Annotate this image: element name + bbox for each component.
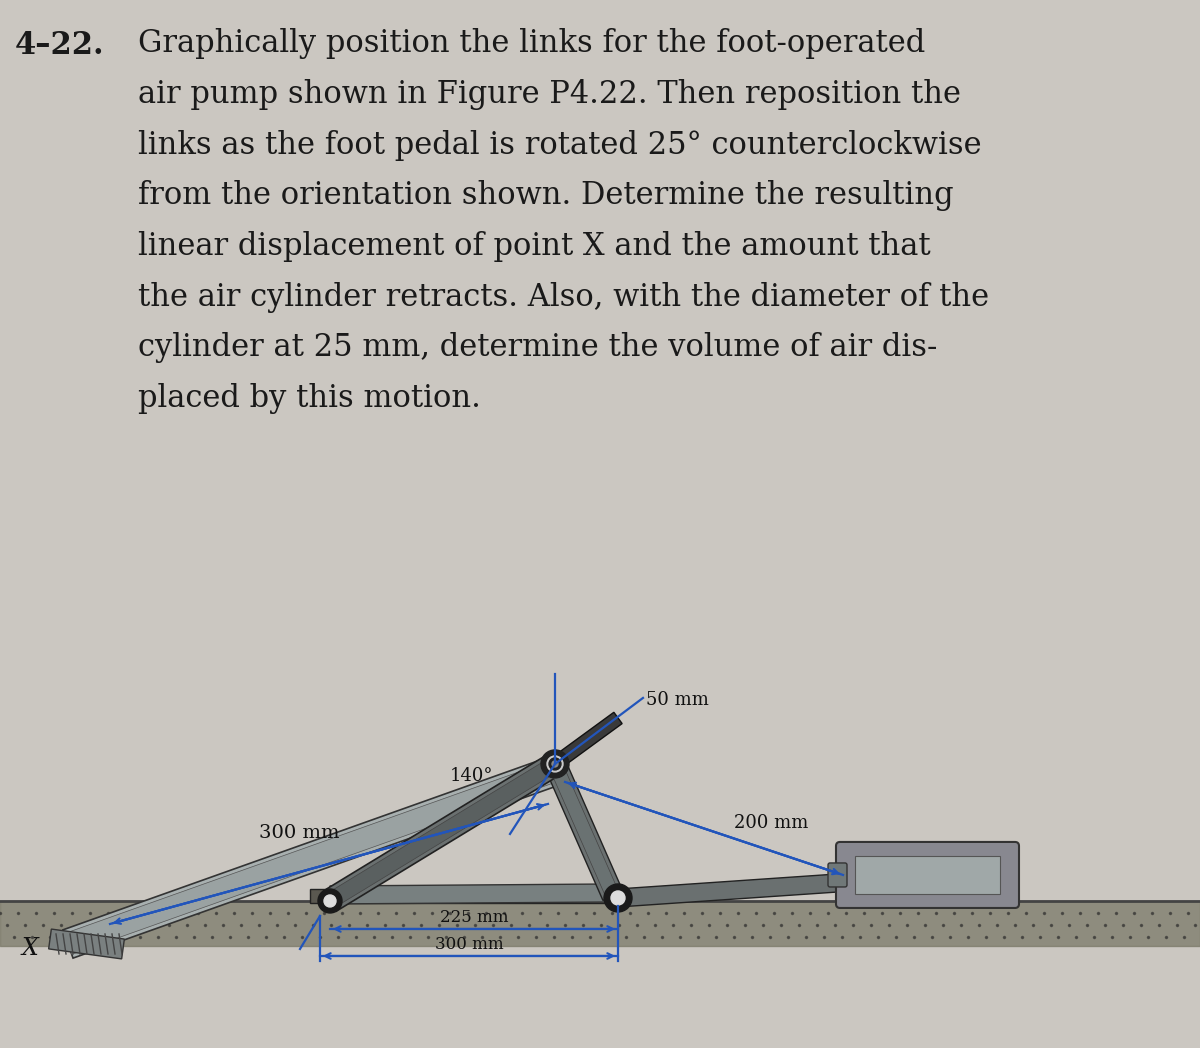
Text: 300 mm: 300 mm: [434, 936, 503, 953]
Circle shape: [611, 891, 625, 905]
Text: 140°: 140°: [450, 767, 493, 785]
Bar: [854, 856, 1000, 894]
Text: X: X: [22, 938, 38, 960]
Text: 225 mm: 225 mm: [439, 909, 509, 926]
Text: 4–22.: 4–22.: [14, 30, 104, 62]
Circle shape: [318, 889, 342, 913]
Circle shape: [552, 761, 558, 767]
Text: cylinder at 25 mm, determine the volume of air dis-: cylinder at 25 mm, determine the volume …: [138, 332, 937, 364]
Text: 300 mm: 300 mm: [259, 824, 340, 842]
Polygon shape: [551, 713, 622, 769]
Polygon shape: [548, 761, 619, 899]
Circle shape: [541, 750, 569, 778]
Polygon shape: [324, 754, 562, 911]
Circle shape: [604, 883, 632, 912]
Text: from the orientation shown. Determine the resulting: from the orientation shown. Determine th…: [138, 180, 954, 212]
Circle shape: [324, 895, 336, 907]
Circle shape: [547, 756, 563, 772]
Text: linear displacement of point X and the amount that: linear displacement of point X and the a…: [138, 231, 931, 262]
Text: the air cylinder retracts. Also, with the diameter of the: the air cylinder retracts. Also, with th…: [138, 282, 989, 312]
Text: air pump shown in Figure P4.22. Then reposition the: air pump shown in Figure P4.22. Then rep…: [138, 79, 961, 110]
Polygon shape: [310, 889, 638, 903]
Polygon shape: [545, 760, 623, 900]
Text: links as the foot pedal is rotated 25° counterclockwise: links as the foot pedal is rotated 25° c…: [138, 130, 982, 160]
Text: 50 mm: 50 mm: [646, 691, 709, 708]
Text: 200 mm: 200 mm: [734, 814, 809, 832]
FancyBboxPatch shape: [828, 863, 847, 887]
Polygon shape: [617, 874, 839, 907]
Polygon shape: [65, 759, 564, 955]
Text: Graphically position the links for the foot-operated: Graphically position the links for the f…: [138, 28, 925, 60]
Circle shape: [550, 758, 562, 770]
Text: placed by this motion.: placed by this motion.: [138, 383, 481, 414]
Polygon shape: [62, 755, 565, 958]
Polygon shape: [326, 757, 559, 908]
FancyBboxPatch shape: [836, 842, 1019, 908]
Polygon shape: [49, 930, 125, 959]
Polygon shape: [330, 883, 613, 904]
